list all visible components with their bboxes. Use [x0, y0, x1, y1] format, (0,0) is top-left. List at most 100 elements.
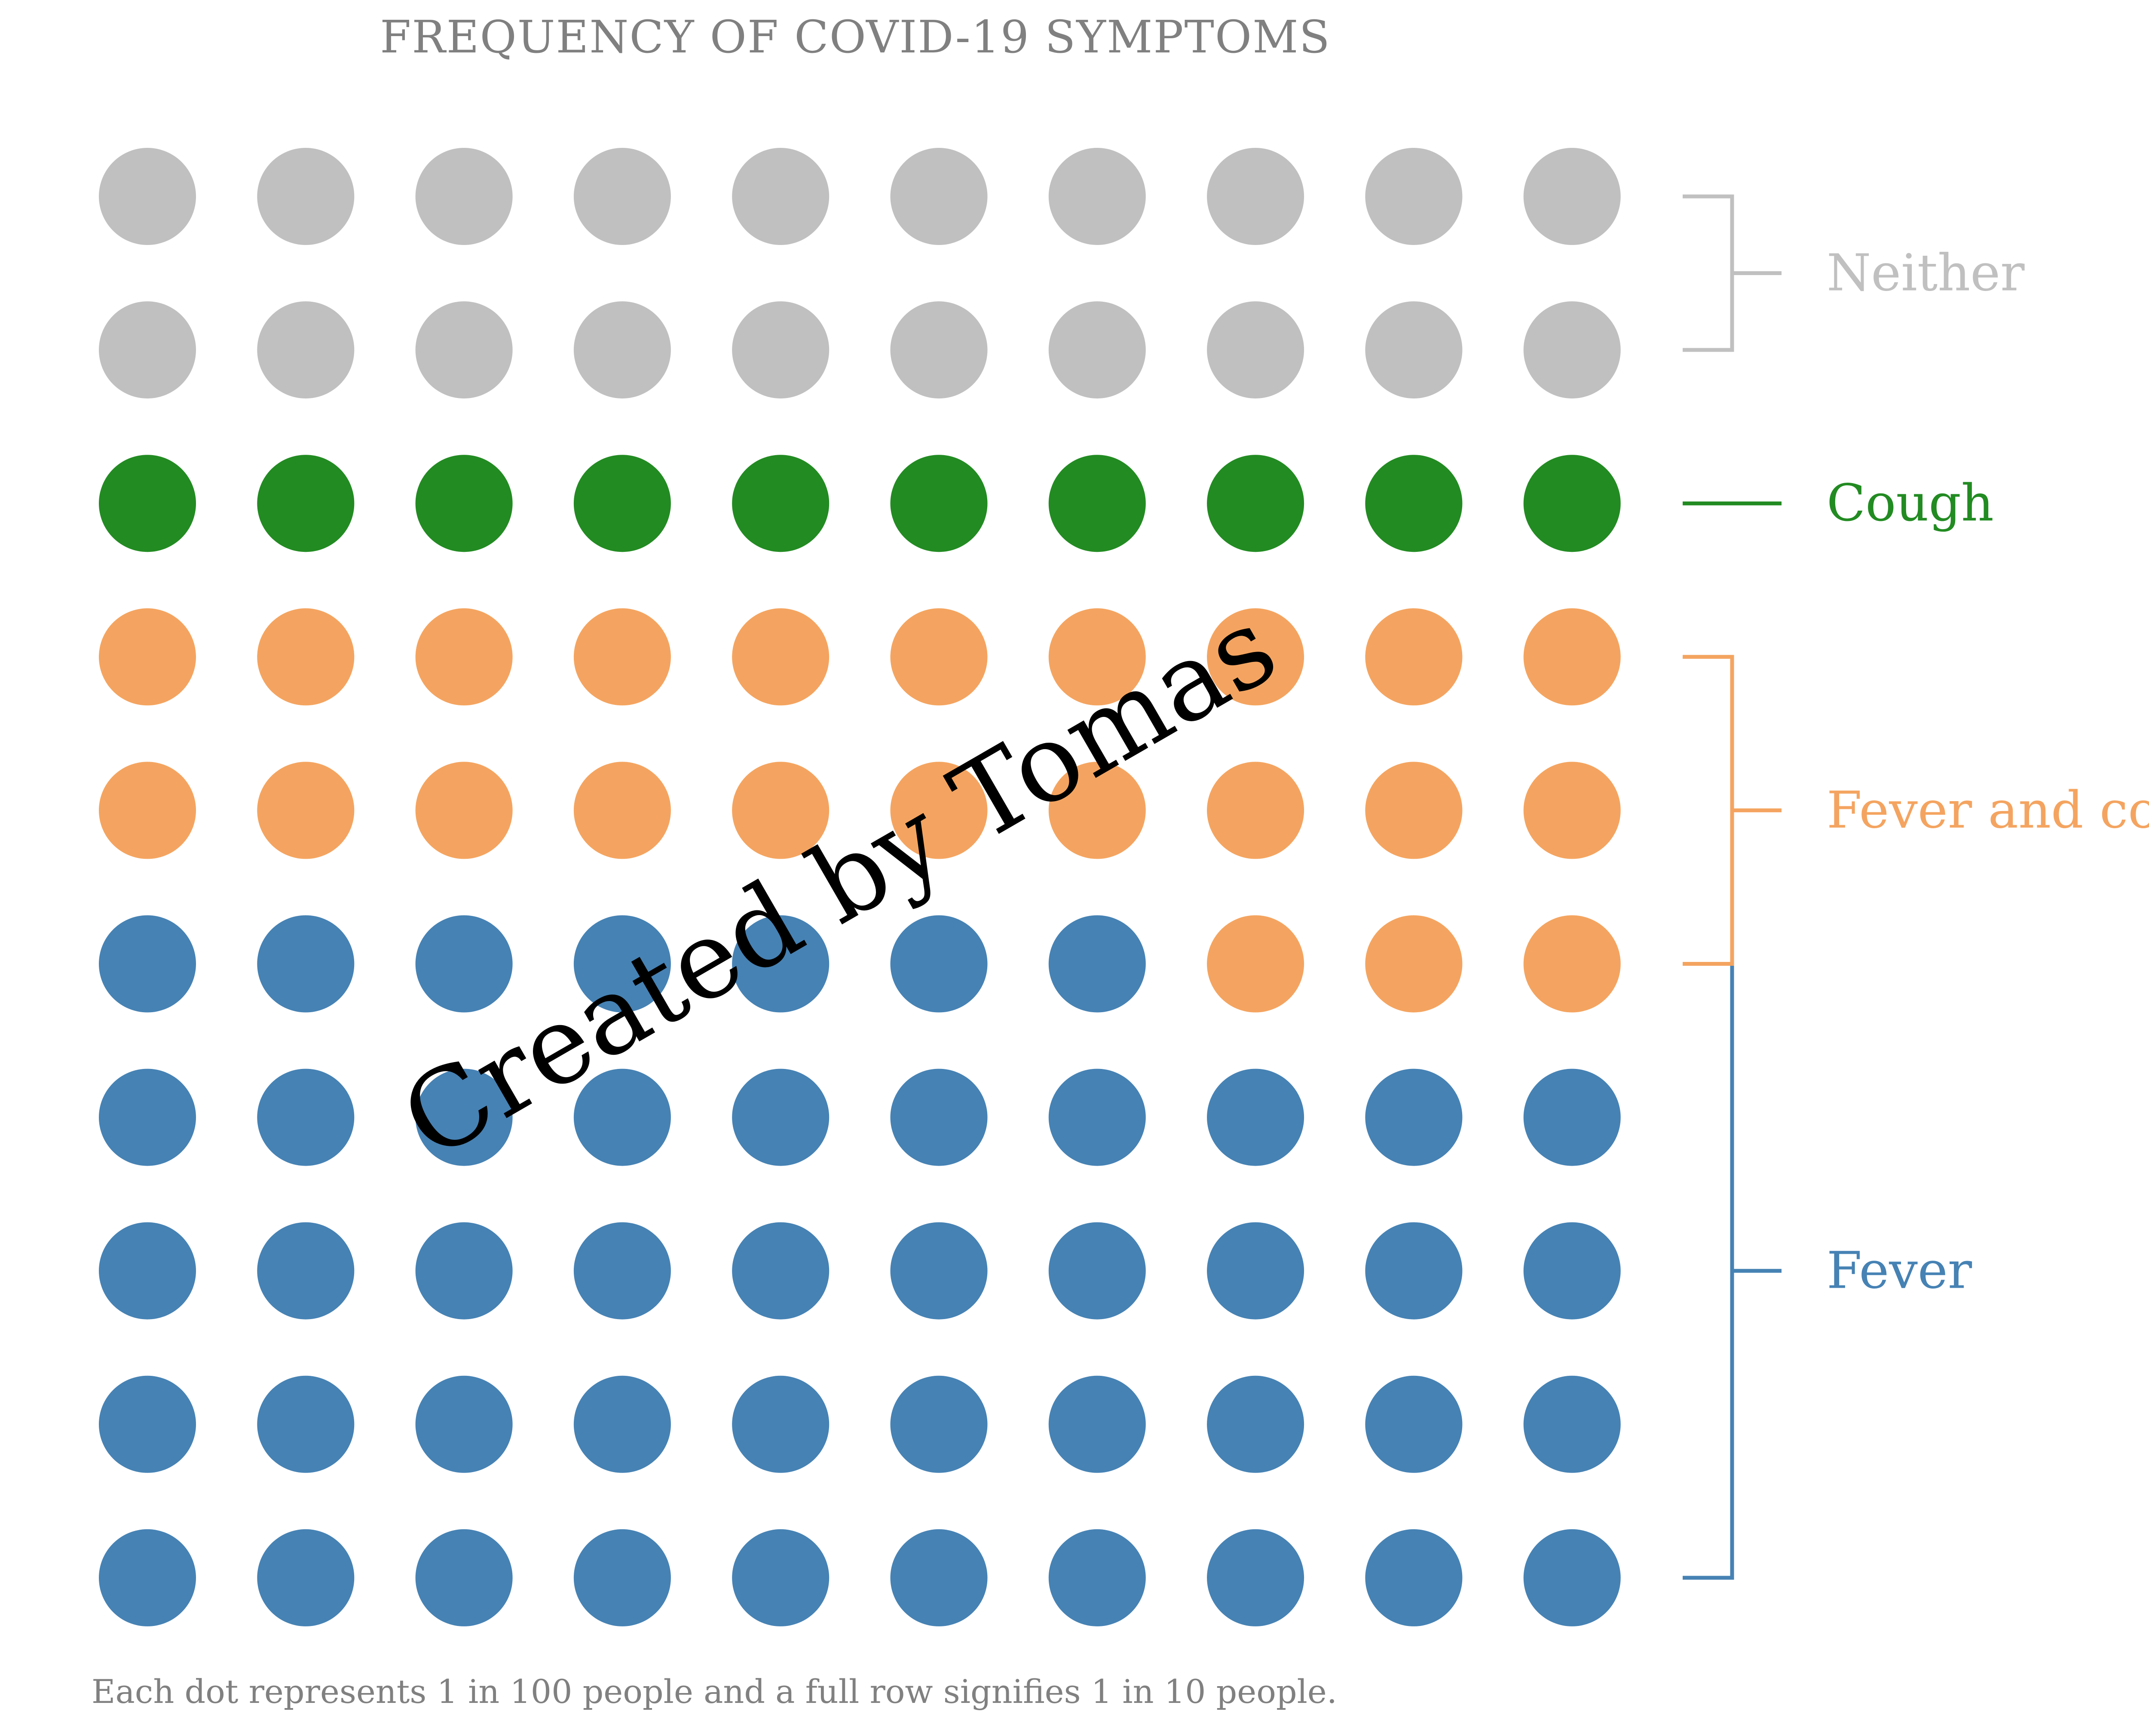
dot-fever [1365, 1375, 1463, 1473]
dot-fever-and-cough [732, 762, 830, 859]
dot-neither [415, 148, 513, 245]
dot-fever [257, 1529, 355, 1626]
dot-fever [415, 1529, 513, 1626]
dot-cough [573, 455, 671, 552]
dot-fever-and-cough [257, 608, 355, 706]
dot-neither [257, 148, 355, 245]
dot-fever [99, 915, 196, 1013]
dot-cough [890, 455, 988, 552]
dot-fever [415, 1069, 513, 1166]
dot-fever-and-cough [1048, 608, 1146, 706]
dot-neither [1048, 148, 1146, 245]
dot-fever-and-cough [890, 762, 988, 859]
dot-fever [573, 1529, 671, 1626]
dot-neither [99, 148, 196, 245]
dot-fever-and-cough [257, 762, 355, 859]
dot-neither [890, 301, 988, 399]
dot-fever [1207, 1069, 1304, 1166]
dot-fever [890, 915, 988, 1013]
dot-neither [732, 301, 830, 399]
dot-neither [573, 301, 671, 399]
dot-fever-and-cough [1207, 608, 1304, 706]
dot-neither [99, 301, 196, 399]
dot-fever [732, 1222, 830, 1320]
dot-fever [1365, 1069, 1463, 1166]
dot-neither [1523, 148, 1621, 245]
dot-fever [1048, 1222, 1146, 1320]
dot-fever-and-cough [1048, 762, 1146, 859]
dot-neither [1365, 301, 1463, 399]
dot-fever [1048, 915, 1146, 1013]
dot-cough [1207, 455, 1304, 552]
dot-fever-and-cough [1207, 915, 1304, 1013]
chart-title: FREQUENCY OF COVID-19 SYMPTOMS [380, 11, 1331, 63]
dot-fever [732, 1069, 830, 1166]
dot-fever [99, 1222, 196, 1320]
legend-brackets: Fever Fever and cough Cough Neither [1683, 194, 2149, 1580]
dot-fever-and-cough [573, 608, 671, 706]
dot-fever [99, 1069, 196, 1166]
dot-fever [257, 915, 355, 1013]
bracket-fever [1683, 962, 1782, 1580]
dot-neither [415, 301, 513, 399]
dot-fever-and-cough [732, 608, 830, 706]
dot-cough [1523, 455, 1621, 552]
label-cough: Cough [1827, 473, 1994, 533]
bracket-fever-and-cough [1683, 655, 1782, 966]
dot-cough [415, 455, 513, 552]
dot-fever [1523, 1529, 1621, 1626]
dot-fever [573, 1069, 671, 1166]
dot-fever [257, 1375, 355, 1473]
dot-fever-and-cough [99, 762, 196, 859]
dot-fever-and-cough [890, 608, 988, 706]
bracket-neither [1683, 194, 1782, 352]
dot-fever-and-cough [99, 608, 196, 706]
dot-fever [732, 1529, 830, 1626]
dot-fever-and-cough [1365, 608, 1463, 706]
dot-fever [257, 1069, 355, 1166]
dot-fever [99, 1375, 196, 1473]
dot-cough [1365, 455, 1463, 552]
dot-neither [732, 148, 830, 245]
dot-fever [573, 915, 671, 1013]
dot-fever [1523, 1375, 1621, 1473]
dot-fever [1365, 1222, 1463, 1320]
dot-fever [415, 1375, 513, 1473]
dot-fever-and-cough [415, 608, 513, 706]
dot-neither [1207, 301, 1304, 399]
dot-fever [890, 1529, 988, 1626]
dot-fever [573, 1375, 671, 1473]
dot-fever [732, 1375, 830, 1473]
dot-fever [1207, 1529, 1304, 1626]
dot-neither [1365, 148, 1463, 245]
dot-fever [415, 1222, 513, 1320]
dot-fever [573, 1222, 671, 1320]
dot-fever [890, 1069, 988, 1166]
dot-fever [1048, 1069, 1146, 1166]
dot-neither [1207, 148, 1304, 245]
dot-fever [99, 1529, 196, 1626]
chart-caption: Each dot represents 1 in 100 people and … [92, 1672, 1337, 1711]
label-fever: Fever [1827, 1241, 1972, 1300]
dot-fever-and-cough [1523, 608, 1621, 706]
label-neither: Neither [1827, 243, 2025, 303]
dot-fever [1207, 1222, 1304, 1320]
dot-fever-and-cough [573, 762, 671, 859]
dot-fever [1523, 1069, 1621, 1166]
dot-neither [257, 301, 355, 399]
label-fever-and-cough: Fever and cough [1827, 780, 2149, 839]
dot-neither [1523, 301, 1621, 399]
dot-fever-and-cough [1523, 762, 1621, 859]
dot-cough [99, 455, 196, 552]
dot-fever-and-cough [1365, 762, 1463, 859]
dot-cough [1048, 455, 1146, 552]
dot-fever [1048, 1375, 1146, 1473]
dot-fever [890, 1222, 988, 1320]
dot-cough [732, 455, 830, 552]
dot-neither [573, 148, 671, 245]
dot-fever [890, 1375, 988, 1473]
dot-fever [1365, 1529, 1463, 1626]
dot-fever-and-cough [1523, 915, 1621, 1013]
dot-neither [890, 148, 988, 245]
